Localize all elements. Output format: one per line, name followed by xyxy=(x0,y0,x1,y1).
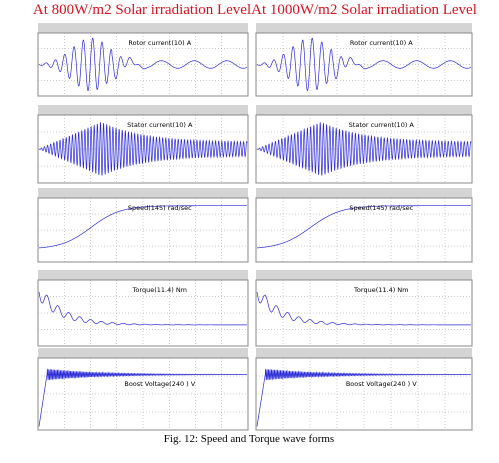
panel-header xyxy=(256,105,472,115)
panel-header xyxy=(256,23,472,33)
panel-header xyxy=(38,348,248,358)
panel-label: Boost Voltage(240 ) V xyxy=(346,380,417,388)
waveform xyxy=(256,37,472,92)
waveform xyxy=(38,205,247,249)
panel-label: Speed(145) rad/sec xyxy=(349,204,413,212)
panel-header xyxy=(256,348,472,358)
waveform xyxy=(38,368,248,427)
panel-label: Stator current(10) A xyxy=(127,121,193,129)
waveform xyxy=(256,291,471,326)
panel-label: Torque(11.4) Nm xyxy=(132,286,187,294)
panel-header xyxy=(38,23,248,33)
caption: Fig. 12: Speed and Torque wave forms xyxy=(164,433,334,445)
panel-header xyxy=(38,188,248,198)
column-title: At 1000W/m2 Solar irradiation Level xyxy=(251,2,477,18)
waveform xyxy=(256,368,472,427)
waveform xyxy=(256,205,471,249)
panel-header xyxy=(256,270,472,280)
panel-header xyxy=(256,188,472,198)
panel-label: Rotor current(10) A xyxy=(128,39,191,47)
panel-label: Boost Voltage(240 ) V xyxy=(124,380,195,388)
panel-header xyxy=(38,105,248,115)
waveform xyxy=(38,291,247,326)
column-title: At 800W/m2 Solar irradiation Level xyxy=(33,2,251,18)
panel-label: Stator current(10) A xyxy=(349,121,415,129)
panel-label: Rotor current(10) A xyxy=(350,39,413,47)
waveform xyxy=(38,37,248,92)
panel-label: Torque(11.4) Nm xyxy=(353,286,408,294)
waveform xyxy=(256,122,472,176)
panel-label: Speed(145) rad/sec xyxy=(128,204,192,212)
panel-header xyxy=(38,270,248,280)
waveform xyxy=(38,122,248,176)
